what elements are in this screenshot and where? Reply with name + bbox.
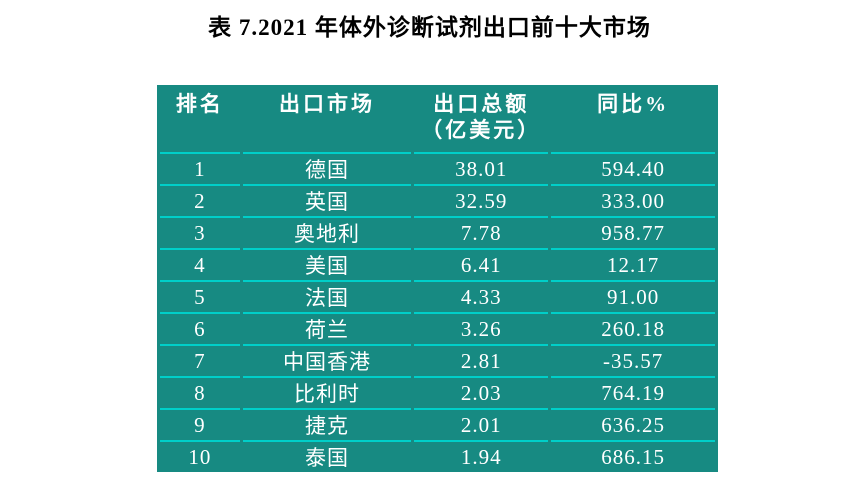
value-cell: 38.01 (414, 154, 549, 186)
market-cell: 美国 (242, 250, 412, 282)
rank-cell: 2 (160, 186, 240, 218)
value-cell: 32.59 (414, 186, 549, 218)
market-cell: 法国 (242, 282, 412, 314)
market-cell: 泰国 (305, 446, 350, 470)
rank-cell: 3 (160, 218, 240, 250)
yoy-cell: 958.77 (551, 218, 715, 250)
table-row: 10 泰国 1.94 686.15 (160, 442, 715, 472)
table-row: 9 捷克 2.01 636.25 (160, 410, 715, 442)
rank-cell: 10 (188, 444, 212, 469)
market-cell: 捷克 (242, 410, 412, 442)
rank-cell: 9 (160, 410, 240, 442)
yoy-cell: -35.57 (551, 346, 715, 378)
table-row: 5 法国 4.33 91.00 (160, 282, 715, 314)
market-cell: 荷兰 (242, 314, 412, 346)
column-header-market: 出口市场 (242, 85, 412, 154)
table-row: 6 荷兰 3.26 260.18 (160, 314, 715, 346)
table-row: 3 奥地利 7.78 958.77 (160, 218, 715, 250)
market-cell: 英国 (242, 186, 412, 218)
market-cell: 奥地利 (242, 218, 412, 250)
column-header-value-unit: （亿美元） (421, 118, 542, 142)
yoy-cell: 12.17 (551, 250, 715, 282)
rank-cell: 8 (160, 378, 240, 410)
column-header-market-label: 出口市场 (279, 92, 376, 116)
rank-cell: 4 (160, 250, 240, 282)
yoy-cell: 636.25 (551, 410, 715, 442)
market-cell: 比利时 (242, 378, 412, 410)
column-header-value: 出口总额 （亿美元） (414, 85, 549, 154)
table-row: 1 德国 38.01 594.40 (160, 154, 715, 186)
table-row: 2 英国 32.59 333.00 (160, 186, 715, 218)
yoy-cell: 594.40 (551, 154, 715, 186)
table-row: 7 中国香港 2.81 -35.57 (160, 346, 715, 378)
market-cell: 德国 (242, 154, 412, 186)
header-row: 排名 出口市场 出口总额 （亿美元） 同比% (160, 85, 715, 154)
value-cell: 3.26 (414, 314, 549, 346)
rank-cell: 1 (160, 154, 240, 186)
table-header: 排名 出口市场 出口总额 （亿美元） 同比% (160, 85, 715, 154)
column-header-rank: 排名 (160, 85, 240, 154)
page-title: 表 7.2021 年体外诊断试剂出口前十大市场 (208, 15, 651, 40)
value-cell: 7.78 (414, 218, 549, 250)
rank-cell: 6 (160, 314, 240, 346)
table-body: 1 德国 38.01 594.40 2 英国 32.59 333.00 3 奥地… (160, 154, 715, 472)
column-header-rank-label: 排名 (175, 92, 224, 116)
column-header-yoy-label: 同比% (597, 92, 670, 116)
table-row: 4 美国 6.41 12.17 (160, 250, 715, 282)
yoy-cell: 260.18 (551, 314, 715, 346)
yoy-cell: 333.00 (551, 186, 715, 218)
yoy-cell: 764.19 (551, 378, 715, 410)
rank-cell: 5 (160, 282, 240, 314)
value-cell: 2.01 (414, 410, 549, 442)
value-cell: 2.81 (414, 346, 549, 378)
yoy-cell: 686.15 (601, 444, 665, 469)
value-cell: 1.94 (460, 444, 502, 469)
market-cell: 中国香港 (242, 346, 412, 378)
rank-cell: 7 (160, 346, 240, 378)
value-cell: 6.41 (414, 250, 549, 282)
table-row: 8 比利时 2.03 764.19 (160, 378, 715, 410)
export-markets-table: 排名 出口市场 出口总额 （亿美元） 同比% 1 德国 38.01 594.40 (157, 85, 718, 472)
column-header-yoy: 同比% (551, 85, 715, 154)
yoy-cell: 91.00 (551, 282, 715, 314)
column-header-value-label: 出口总额 (433, 92, 530, 116)
value-cell: 4.33 (414, 282, 549, 314)
value-cell: 2.03 (414, 378, 549, 410)
